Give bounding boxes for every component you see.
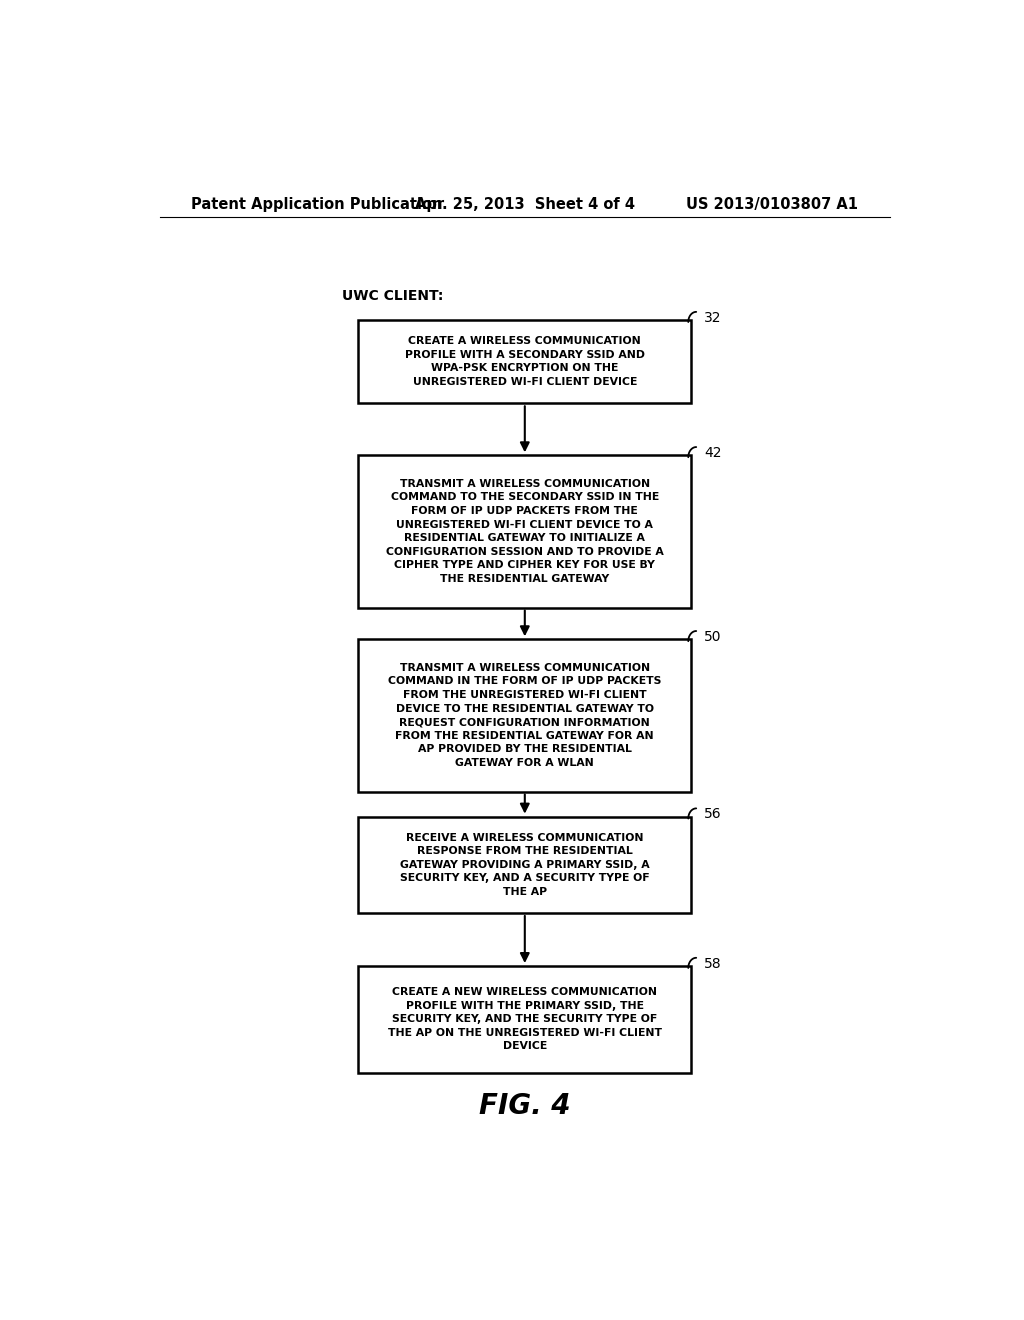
- Text: CREATE A WIRELESS COMMUNICATION
PROFILE WITH A SECONDARY SSID AND
WPA-PSK ENCRYP: CREATE A WIRELESS COMMUNICATION PROFILE …: [404, 337, 645, 387]
- FancyBboxPatch shape: [358, 966, 691, 1073]
- FancyBboxPatch shape: [358, 319, 691, 404]
- Text: FIG. 4: FIG. 4: [479, 1092, 570, 1119]
- Text: 42: 42: [705, 446, 722, 461]
- Text: TRANSMIT A WIRELESS COMMUNICATION
COMMAND TO THE SECONDARY SSID IN THE
FORM OF I: TRANSMIT A WIRELESS COMMUNICATION COMMAN…: [386, 479, 664, 583]
- Text: CREATE A NEW WIRELESS COMMUNICATION
PROFILE WITH THE PRIMARY SSID, THE
SECURITY : CREATE A NEW WIRELESS COMMUNICATION PROF…: [388, 987, 662, 1052]
- Text: UWC CLIENT:: UWC CLIENT:: [342, 289, 443, 302]
- Text: Apr. 25, 2013  Sheet 4 of 4: Apr. 25, 2013 Sheet 4 of 4: [415, 197, 635, 211]
- FancyBboxPatch shape: [358, 455, 691, 607]
- Text: US 2013/0103807 A1: US 2013/0103807 A1: [686, 197, 858, 211]
- FancyBboxPatch shape: [358, 817, 691, 913]
- Text: Patent Application Publication: Patent Application Publication: [191, 197, 443, 211]
- Text: 32: 32: [705, 312, 722, 325]
- Text: TRANSMIT A WIRELESS COMMUNICATION
COMMAND IN THE FORM OF IP UDP PACKETS
FROM THE: TRANSMIT A WIRELESS COMMUNICATION COMMAN…: [388, 663, 662, 768]
- Text: 50: 50: [705, 630, 722, 644]
- Text: RECEIVE A WIRELESS COMMUNICATION
RESPONSE FROM THE RESIDENTIAL
GATEWAY PROVIDING: RECEIVE A WIRELESS COMMUNICATION RESPONS…: [400, 833, 649, 898]
- Text: 56: 56: [705, 808, 722, 821]
- Text: 58: 58: [705, 957, 722, 970]
- FancyBboxPatch shape: [358, 639, 691, 792]
